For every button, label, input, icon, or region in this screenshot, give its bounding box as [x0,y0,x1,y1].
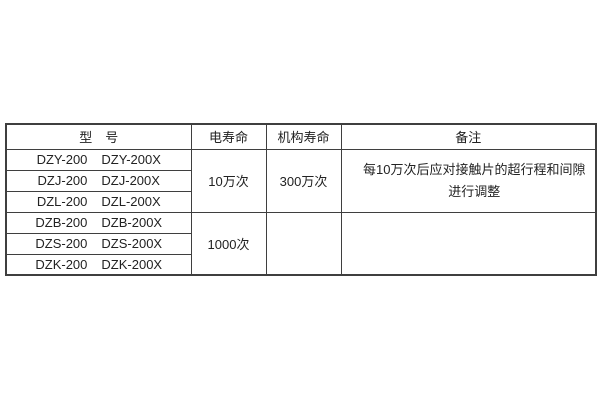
model-label: DZK-200 [35,256,88,272]
mechanical-life-cell-group1: 300万次 [265,148,342,213]
model-label: DZL-200 [36,194,88,209]
remarks-cell-group1: 每10万次后应对接触片的超行程和间隙 进行调整 [340,148,597,213]
remarks-cell-group2 [340,211,597,276]
column-header-model: 型 号 [5,123,192,150]
model-cell-dzl: DZL-200 DZL-200X [5,190,192,213]
table-header-row: 型 号 电寿命 机构寿命 备注 [5,123,597,150]
electrical-life-cell-group2: 1000次 [190,211,267,276]
mechanical-life-cell-group2 [265,211,342,276]
model-cell-dzy: DZY-200 DZY-200X [5,148,192,171]
model-label: DZS-200 [35,236,88,251]
remarks-line-1: 每10万次后应对接触片的超行程和间隙 [363,161,586,177]
table-row-dzl: DZL-200 DZL-200X [5,190,596,213]
model-label: DZL-200X [101,194,161,209]
column-header-electrical-life: 电寿命 [190,123,267,150]
model-cell-dzk: DZK-200 DZK-200X [5,253,192,276]
table-row-dzy: DZY-200 DZY-200X 10万次 300万次 每10万次后应对接触片的… [5,148,597,213]
model-cell-dzs: DZS-200 DZS-200X [5,232,192,255]
electrical-life-cell-group1: 10万次 [190,148,267,213]
model-cell-dzb: DZB-200 DZB-200X [5,211,192,234]
model-label: DZK-200X [101,256,163,272]
model-cell-dzj: DZJ-200 DZJ-200X [5,169,192,192]
column-header-remarks: 备注 [340,123,597,150]
table-row-dzk: DZK-200 DZK-200X [5,253,596,276]
relay-life-spec-table: 型 号 电寿命 机构寿命 备注 DZY-200 DZY-200X 10万次 30… [5,123,597,276]
model-label: DZY-200 [36,152,88,167]
model-label: DZY-200X [101,152,161,167]
remarks-line-2: 进行调整 [448,183,501,199]
model-label: DZJ-200X [101,173,160,188]
model-label: DZJ-200 [37,173,88,188]
model-label: DZB-200 [35,215,88,230]
table-row-dzj: DZJ-200 DZJ-200X [5,169,596,192]
model-label: DZS-200X [101,236,163,251]
column-header-mechanical-life: 机构寿命 [265,123,342,150]
model-label: DZB-200X [101,215,163,230]
table-row-dzb: DZB-200 DZB-200X 1000次 [5,211,597,276]
